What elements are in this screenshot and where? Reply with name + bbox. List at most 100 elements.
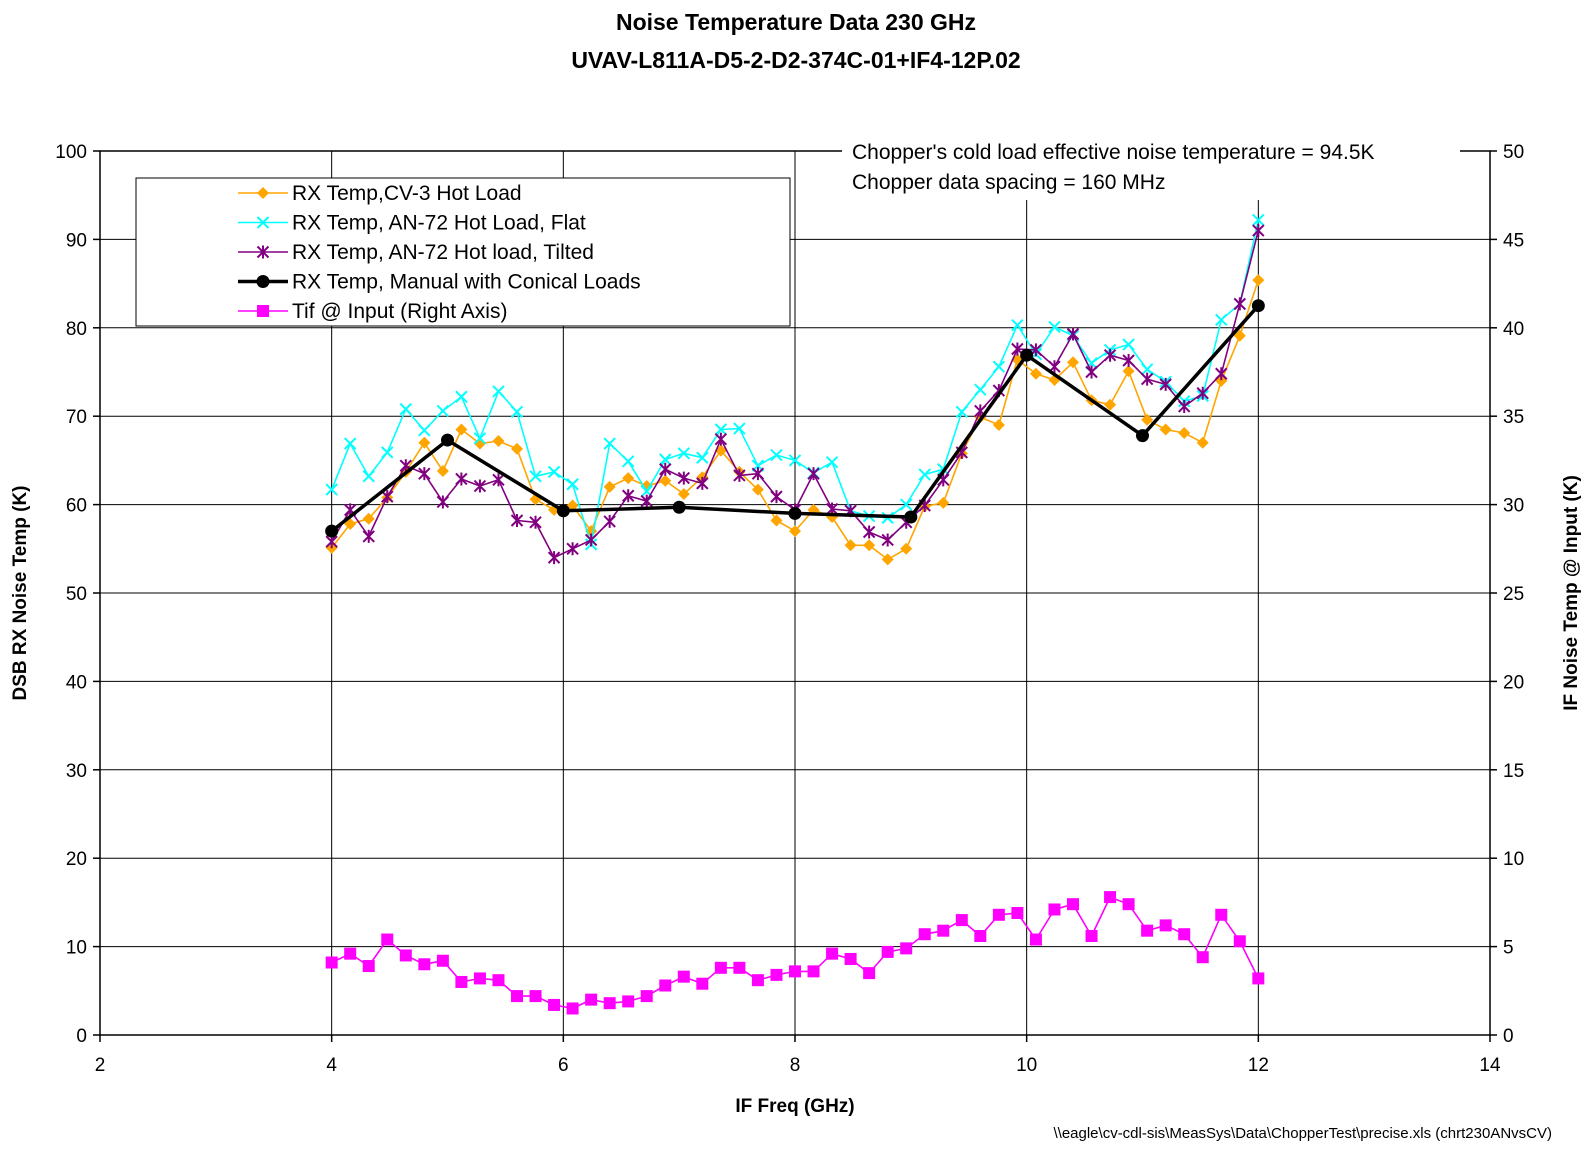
y2-tick-label: 10	[1503, 849, 1524, 870]
data-point	[955, 914, 968, 927]
y2-tick-label: 25	[1503, 584, 1524, 605]
data-point	[1251, 299, 1265, 313]
y2-tick-label: 30	[1503, 496, 1524, 517]
data-point	[789, 525, 801, 538]
data-point	[1122, 354, 1135, 368]
data-point	[436, 465, 449, 478]
x-axis-label: IF Freq (GHz)	[735, 1096, 854, 1117]
data-point	[343, 437, 357, 450]
y2-tick-label: 40	[1503, 319, 1524, 340]
data-point	[1140, 372, 1154, 386]
x-tick-label: 6	[558, 1055, 569, 1076]
data-point	[1085, 356, 1098, 370]
legend-label: Tif @ Input (Right Axis)	[292, 300, 507, 323]
data-point	[455, 390, 468, 403]
data-point	[529, 515, 542, 529]
data-point	[899, 498, 913, 511]
data-point	[677, 471, 691, 485]
data-point	[714, 432, 728, 446]
legend-swatch-marker	[257, 305, 269, 317]
data-point	[1252, 972, 1265, 985]
legend-entry: Tif @ Input (Right Axis)	[238, 300, 507, 323]
data-point	[362, 512, 375, 525]
data-point	[751, 483, 764, 496]
footnote: \\eagle\cv-cdl-sis\MeasSys\Data\ChopperT…	[1053, 1125, 1552, 1142]
data-point	[473, 479, 487, 493]
legend-entry: RX Temp, AN-72 Hot load, Tilted	[238, 241, 594, 264]
x-tick-label: 2	[95, 1055, 106, 1076]
data-point	[1141, 413, 1154, 426]
data-point	[510, 405, 524, 418]
y-tick-label: 50	[66, 584, 87, 605]
chart-title: Noise Temperature Data 230 GHz	[616, 9, 976, 35]
data-point	[881, 533, 894, 547]
data-point	[1196, 386, 1209, 400]
data-point	[455, 472, 468, 486]
data-point	[473, 972, 486, 985]
data-point	[1159, 919, 1172, 932]
data-point	[770, 514, 783, 527]
data-point	[1011, 318, 1024, 332]
data-point	[900, 542, 913, 555]
data-point	[344, 947, 357, 960]
data-point	[1122, 338, 1135, 351]
data-point	[362, 960, 375, 973]
data-point	[1048, 320, 1061, 334]
data-point	[1233, 935, 1246, 948]
data-point	[325, 483, 338, 496]
data-point	[1252, 224, 1265, 238]
data-point	[770, 490, 783, 504]
legend-label: RX Temp, Manual with Conical Loads	[292, 271, 641, 294]
data-point	[362, 470, 375, 483]
y2-tick-label: 5	[1503, 938, 1514, 959]
data-point	[566, 1002, 579, 1015]
y-tick-label: 40	[66, 672, 87, 693]
data-point	[826, 947, 839, 960]
data-point	[492, 473, 505, 487]
data-point	[974, 383, 987, 396]
data-point	[937, 924, 950, 937]
data-point	[863, 967, 876, 980]
data-point	[492, 385, 505, 398]
annotation-cold-load: Chopper's cold load effective noise temp…	[852, 141, 1375, 164]
data-point	[881, 945, 894, 958]
data-point	[1085, 929, 1098, 942]
data-point	[640, 494, 653, 508]
data-point	[640, 990, 653, 1003]
data-point	[788, 454, 802, 467]
y-tick-label: 20	[66, 849, 87, 870]
data-point	[1159, 423, 1172, 436]
data-point	[381, 490, 394, 504]
data-point	[844, 539, 857, 552]
data-point	[844, 952, 857, 965]
data-point	[1029, 367, 1042, 380]
data-point	[1011, 907, 1024, 920]
data-point	[1067, 898, 1079, 911]
data-point	[1196, 951, 1209, 964]
y2-tick-label: 20	[1503, 672, 1524, 693]
data-point	[1140, 363, 1154, 376]
series-layer	[325, 213, 1265, 1015]
data-point	[603, 997, 616, 1010]
data-point	[603, 480, 616, 493]
data-point	[1122, 898, 1135, 911]
data-point	[807, 965, 820, 978]
data-point	[441, 433, 454, 447]
data-point	[547, 551, 561, 565]
data-point	[881, 553, 894, 566]
y-axis-label: DSB RX Noise Temp (K)	[10, 485, 31, 700]
data-point	[510, 514, 524, 528]
data-point	[1122, 365, 1135, 378]
series-2	[325, 213, 1265, 551]
data-point	[1104, 398, 1117, 411]
data-point	[529, 990, 542, 1003]
legend-entry: RX Temp, Manual with Conical Loads	[238, 271, 641, 294]
data-point	[789, 965, 801, 978]
data-point	[918, 468, 931, 481]
data-point	[1178, 426, 1191, 439]
data-point	[904, 510, 918, 524]
legend-entry: RX Temp, AN-72 Hot Load, Flat	[238, 212, 586, 235]
y2-tick-label: 50	[1503, 142, 1524, 163]
data-point	[733, 961, 746, 974]
data-point	[751, 467, 765, 481]
